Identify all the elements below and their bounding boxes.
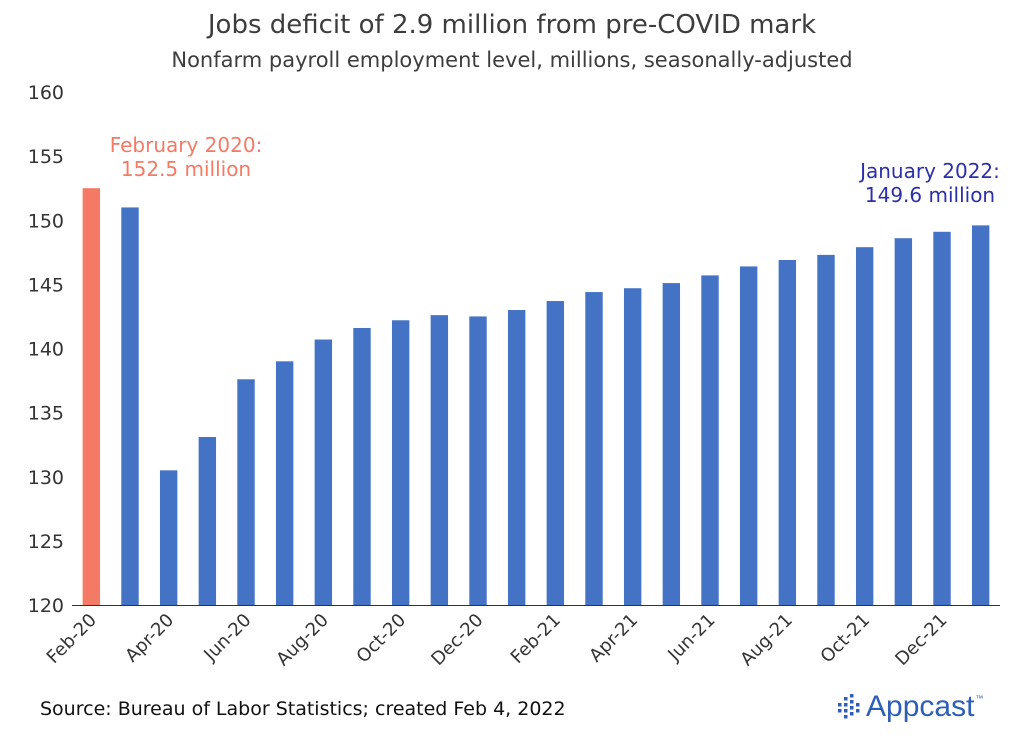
bar <box>469 316 487 605</box>
bar <box>894 238 913 605</box>
x-tick-label: Feb-20 <box>43 610 101 668</box>
x-tick-label: Apr-20 <box>121 610 178 667</box>
bar <box>971 225 990 605</box>
bar <box>585 292 603 605</box>
x-tick-label: Dec-21 <box>891 610 951 670</box>
y-tick-label: 160 <box>28 82 64 104</box>
appcast-logo-trademark: ™ <box>975 693 984 703</box>
x-tick-label: Oct-20 <box>353 610 411 668</box>
y-tick-label: 135 <box>28 403 64 425</box>
bar <box>275 361 294 605</box>
bar <box>353 327 371 605</box>
annotation-label: January 2022: <box>858 159 1000 183</box>
bar <box>739 266 758 605</box>
bar <box>82 188 101 605</box>
annotation-label: 149.6 million <box>865 183 995 207</box>
y-tick-label: 150 <box>28 210 64 232</box>
x-tick-label: Jun-21 <box>663 610 719 666</box>
bar <box>507 310 526 605</box>
bar <box>662 283 681 605</box>
bar <box>121 207 139 606</box>
bar <box>430 315 449 605</box>
source-note: Source: Bureau of Labor Statistics; crea… <box>40 698 566 720</box>
appcast-logo: Appcast ™ <box>838 689 983 725</box>
x-tick-label: Dec-20 <box>427 610 487 670</box>
y-tick-label: 155 <box>28 146 64 168</box>
x-tick-label: Aug-20 <box>272 610 332 670</box>
bar <box>701 275 719 605</box>
x-tick-label: Oct-21 <box>817 610 875 668</box>
bar <box>546 301 565 605</box>
x-tick-label: Aug-21 <box>736 610 796 670</box>
chart-title: Jobs deficit of 2.9 million from pre-COV… <box>207 10 817 40</box>
y-tick-label: 120 <box>28 595 64 617</box>
bar <box>855 247 874 605</box>
bar <box>314 339 333 605</box>
bar <box>391 320 410 605</box>
bar <box>159 470 178 605</box>
bar <box>778 260 797 605</box>
x-tick-label: Feb-21 <box>507 610 565 668</box>
bar <box>623 288 642 605</box>
bar <box>198 436 217 605</box>
y-tick-label: 130 <box>28 467 64 489</box>
y-tick-label: 145 <box>28 274 64 296</box>
bar <box>237 379 255 605</box>
annotation-label: 152.5 million <box>121 157 251 181</box>
appcast-logo-text: Appcast <box>866 690 975 723</box>
bar <box>933 231 951 606</box>
bar <box>817 254 835 605</box>
y-tick-label: 140 <box>28 339 64 361</box>
annotation-label: February 2020: <box>110 133 263 157</box>
x-tick-label: Jun-20 <box>199 610 255 666</box>
chart-subtitle: Nonfarm payroll employment level, millio… <box>171 48 853 72</box>
y-tick-label: 125 <box>28 531 64 553</box>
appcast-logo-icon <box>838 694 860 719</box>
x-tick-label: Apr-21 <box>585 610 642 667</box>
